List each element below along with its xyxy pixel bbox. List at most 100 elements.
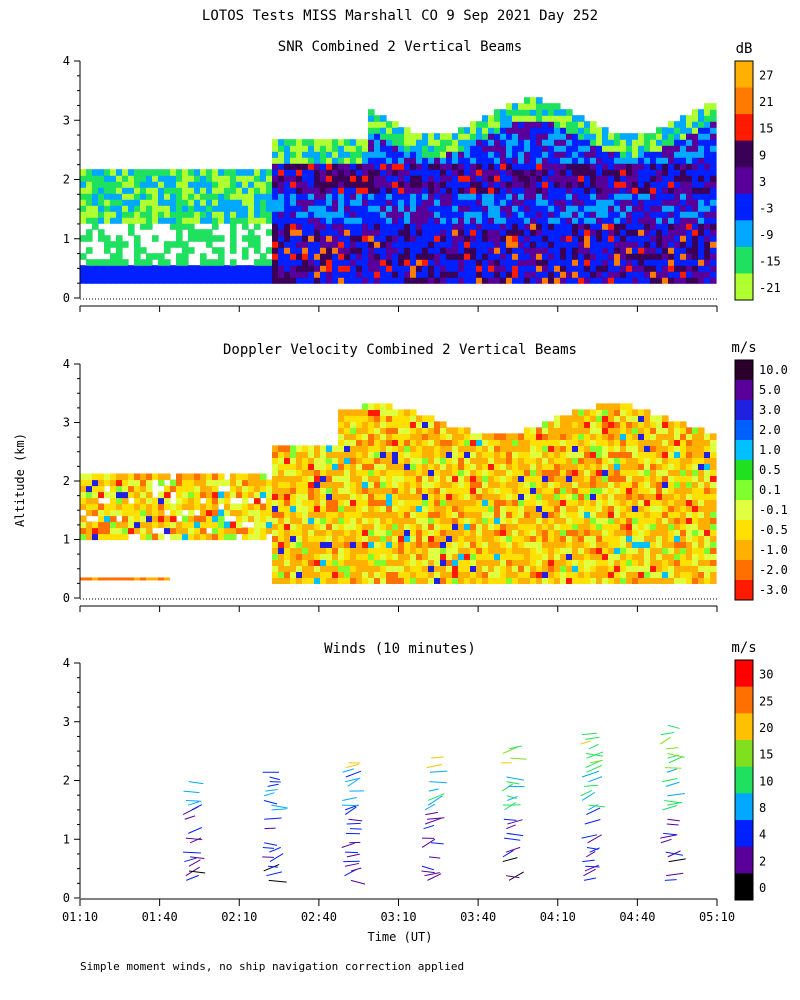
snr-cell [434,181,441,188]
snr-cell [674,253,681,260]
doppler-cell [476,499,483,506]
doppler-cell [326,505,333,512]
colorbar-label: 10.0 [759,363,788,377]
doppler-cell [572,415,579,422]
doppler-cell [362,421,369,428]
snr-cell [374,187,381,194]
doppler-cell [368,535,375,542]
doppler-cell [596,577,603,584]
panel-1: SNR Combined 2 Vertical Beams01234dB2721… [63,39,781,312]
doppler-cell [98,521,105,529]
snr-cell [242,169,249,176]
snr-cell [278,271,285,278]
snr-cell [572,223,579,230]
doppler-cell [266,509,273,517]
wind-barb [188,827,202,834]
doppler-cell [314,547,321,554]
doppler-cell [362,571,369,578]
snr-cell [296,187,303,194]
doppler-cell [410,493,417,500]
doppler-cell [338,415,345,422]
snr-cell [662,199,669,206]
snr-cell [608,169,615,176]
snr-cell [500,211,507,218]
doppler-cell [560,445,567,452]
snr-cell [506,139,513,146]
doppler-cell [338,553,345,560]
y-tick-label: 3 [63,113,70,127]
snr-cell [578,133,585,140]
snr-cell [302,193,309,200]
snr-cell [518,151,525,158]
snr-cell [470,271,477,278]
snr-cell [626,157,633,164]
snr-cell [428,217,435,224]
doppler-cell [530,523,537,530]
snr-cell [98,271,105,278]
snr-cell [392,127,399,134]
snr-cell [392,277,399,284]
snr-cell [650,169,657,176]
wind-barb [506,781,520,785]
doppler-cell [596,553,603,560]
snr-cell [446,253,453,260]
snr-cell [308,223,315,230]
doppler-cell [446,523,453,530]
doppler-cell [698,475,705,482]
snr-cell [338,139,345,146]
snr-cell [656,163,663,170]
doppler-cell [422,439,429,446]
snr-cell [524,235,531,242]
snr-cell [188,235,195,242]
doppler-cell [140,521,147,529]
doppler-cell [644,457,651,464]
snr-cell [710,271,717,278]
snr-cell [680,265,687,272]
doppler-cell [644,409,651,416]
doppler-cell [464,457,471,464]
doppler-cell [344,457,351,464]
snr-cell [398,259,405,266]
doppler-cell [362,451,369,458]
doppler-cell [338,487,345,494]
snr-cell [638,151,645,158]
doppler-cell [206,473,213,481]
snr-cell [224,193,231,200]
doppler-cell [542,499,549,506]
doppler-cell [410,517,417,524]
snr-cell [632,223,639,230]
snr-cell [494,169,501,176]
doppler-cell [668,577,675,584]
doppler-cell [254,527,261,535]
snr-cell [440,217,447,224]
snr-cell [452,169,459,176]
snr-cell [86,169,93,176]
doppler-cell [542,457,549,464]
doppler-cell [638,553,645,560]
snr-cell [92,277,99,284]
snr-cell [536,145,543,152]
doppler-cell [572,439,579,446]
snr-cell [344,193,351,200]
snr-cell [362,253,369,260]
snr-cell [668,205,675,212]
snr-cell [590,205,597,212]
doppler-cell [182,521,189,529]
snr-cell [434,139,441,146]
doppler-cell [518,481,525,488]
snr-cell [356,157,363,164]
snr-cell [278,259,285,266]
doppler-cell [560,559,567,566]
doppler-cell [236,491,243,499]
doppler-cell [434,577,441,584]
doppler-cell [392,439,399,446]
snr-cell [368,217,375,224]
snr-cell [614,157,621,164]
doppler-cell [188,497,195,505]
doppler-cell [452,451,459,458]
doppler-cell [326,517,333,524]
snr-cell [194,193,201,200]
snr-cell [440,199,447,206]
doppler-cell [326,565,333,572]
doppler-cell [458,499,465,506]
